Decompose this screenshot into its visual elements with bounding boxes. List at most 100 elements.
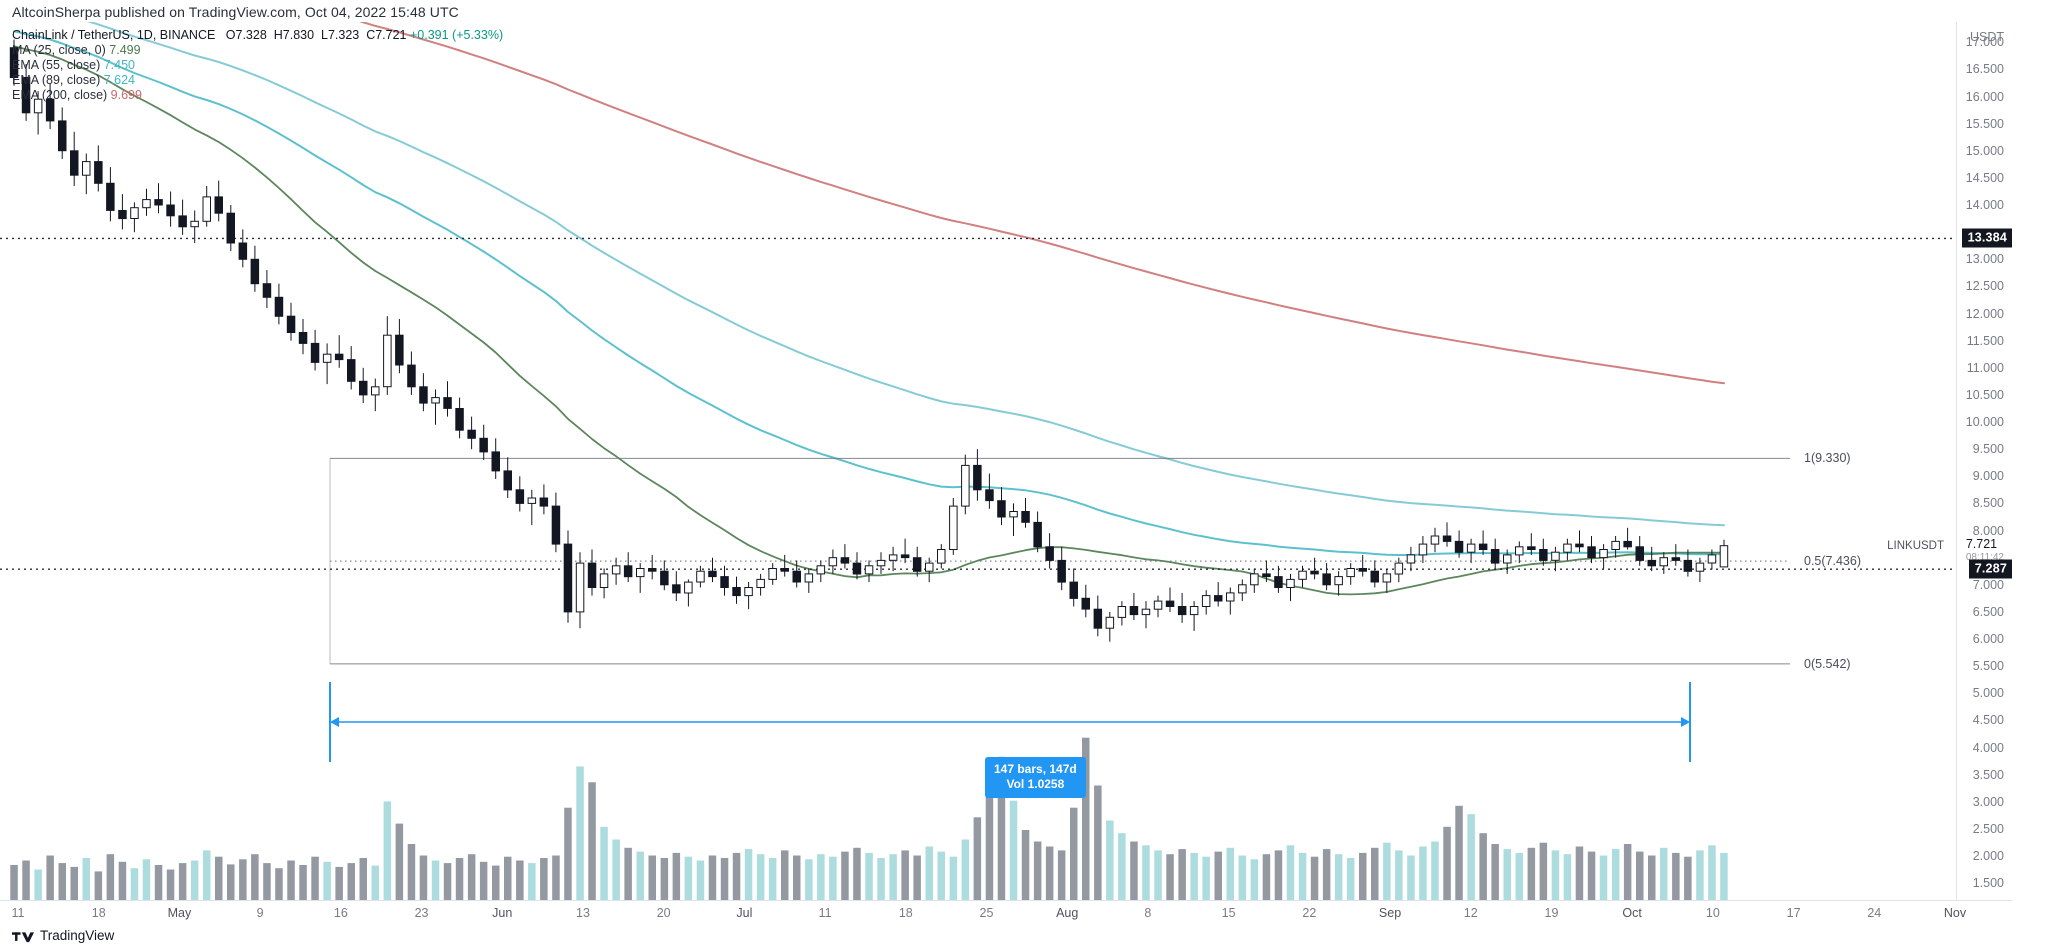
price-tick-17-000: 17.000 [1965,35,2004,50]
time-tick-16: 16 [333,906,348,920]
price-tick-6-000: 6.000 [1972,632,2004,647]
bar-countdown-timer: 08:11:42 [1965,551,2004,563]
price-tick-14-500: 14.500 [1965,170,2004,185]
price-tick-6-500: 6.500 [1972,604,2004,619]
ohlc-close-value: 7.721 [375,28,407,42]
legend-indicator-ema89[interactable]: EMA (89, close) 7.624 [12,73,503,88]
ohlc-low-label: L [321,28,328,42]
live-price-label: 7.721 08:11:42 [1966,537,2004,563]
price-tick-12-500: 12.500 [1965,279,2004,294]
time-tick-19: 19 [1544,906,1559,920]
fib-label-0: 0(5.542) [1804,656,1851,671]
ohlc-high-label: H [273,28,283,42]
time-tick-11: 11 [818,906,832,920]
price-tick-9-500: 9.500 [1972,442,2004,457]
measure-tool-tooltip[interactable]: 147 bars, 147d Vol 1.0258 [985,757,1086,798]
time-tick-sep: Sep [1378,906,1402,920]
ohlc-open-label: O [225,28,236,42]
tradingview-logo-icon [12,931,34,942]
time-tick-23: 23 [414,906,429,920]
time-tick-nov: Nov [1943,906,1967,920]
time-tick-24: 24 [1867,906,1882,920]
legend-change-value: +0.391 (+5.33%) [409,28,504,42]
chart-legend[interactable]: ChainLink / TetherUS, 1D, BINANCE O7.328… [12,28,503,103]
ohlc-high-value: 7.830 [282,28,315,42]
tradingview-brand-text: TradingView [40,928,115,943]
resistance-price-pill: 13.384 [1961,228,2012,248]
price-tick-3-500: 3.500 [1972,767,2004,782]
chart-canvas[interactable] [0,22,2012,900]
price-tick-15-500: 15.500 [1965,116,2004,131]
legend-symbol-title: ChainLink / TetherUS, 1D, BINANCE [12,28,216,42]
price-tick-2-000: 2.000 [1972,849,2004,864]
measure-volume-text: Vol 1.0258 [1006,777,1065,791]
time-tick-oct: Oct [1622,906,1642,920]
attribution-text: AltcoinSherpa published on TradingView.c… [12,4,459,20]
legend-indicator-ema200[interactable]: EMA (200, close) 9.699 [12,88,503,103]
price-tick-12-000: 12.000 [1965,306,2004,321]
time-tick-12: 12 [1463,906,1478,920]
price-tick-11-000: 11.000 [1966,360,2004,375]
indicator-value-ma25: 7.499 [109,43,141,57]
time-tick-17: 17 [1786,906,1801,920]
ohlc-open-value: 7.328 [235,28,267,42]
indicator-value-ema89: 7.624 [103,73,135,87]
price-tick-13-000: 13.000 [1965,252,2004,267]
indicator-value-ema200: 9.699 [110,88,142,102]
time-tick-18: 18 [91,906,106,920]
time-tick-11: 11 [11,906,25,920]
time-tick-15: 15 [1221,906,1236,920]
ohlc-close-label: C [366,28,376,42]
time-tick-18: 18 [898,906,913,920]
legend-symbol-row[interactable]: ChainLink / TetherUS, 1D, BINANCE O7.328… [12,28,503,43]
tradingview-footer[interactable]: TradingView [12,928,114,943]
time-tick-22: 22 [1302,906,1317,920]
indicator-name-ema55: EMA (55, close) [12,58,101,72]
legend-ohlc: O7.328 H7.830 L7.323 C7.721 [219,28,410,42]
legend-indicator-ema55[interactable]: EMA (55, close) 7.450 [12,58,503,73]
time-tick-13: 13 [576,906,590,920]
time-tick-aug: Aug [1056,906,1079,920]
time-tick-may: May [167,906,192,920]
measure-bars-text: 147 bars, 147d [994,762,1077,776]
time-tick-10: 10 [1705,906,1720,920]
indicator-name-ema200: EMA (200, close) [12,88,108,102]
price-chart-svg [0,22,2012,900]
price-tick-8-000: 8.000 [1972,523,2004,538]
price-tick-9-000: 9.000 [1972,469,2004,484]
price-tick-7-000: 7.000 [1972,577,2004,592]
price-tick-1-500: 1.500 [1972,876,2004,891]
price-tick-2-500: 2.500 [1972,821,2004,836]
price-tick-4-000: 4.000 [1972,740,2004,755]
price-tick-16-000: 16.000 [1965,89,2004,104]
price-tick-8-500: 8.500 [1972,496,2004,511]
price-tick-5-500: 5.500 [1972,659,2004,674]
time-tick-20: 20 [656,906,671,920]
current-price-pill: 7.287 [1968,559,2012,579]
price-tick-4-500: 4.500 [1972,713,2004,728]
live-price-value: 7.721 [1965,536,1998,551]
time-tick-8: 8 [1144,906,1152,920]
time-tick-jun: Jun [492,906,513,920]
time-axis[interactable]: 11 18 May 9 16 23 Jun 13 20 Jul 11 18 25 Aug 8 15 22 Sep 1… [0,900,2012,926]
time-tick-9: 9 [256,906,264,920]
indicator-name-ema89: EMA (89, close) [12,73,101,87]
price-tick-16-500: 16.500 [1965,62,2004,77]
price-tick-11-500: 11.500 [1966,333,2004,348]
fib-label-0-5: 0.5(7.436) [1804,554,1861,569]
fib-label-1: 1(9.330) [1804,451,1851,466]
price-axis[interactable]: USDT 13.384 LINKUSDT 7.721 08:11:42 7.28… [1887,22,2048,900]
indicator-value-ema55: 7.450 [103,58,135,72]
price-tick-3-000: 3.000 [1972,794,2004,809]
price-tick-10-500: 10.500 [1965,387,2004,402]
price-tick-14-000: 14.000 [1965,198,2004,213]
time-tick-25: 25 [979,906,994,920]
price-tick-5-000: 5.000 [1972,686,2004,701]
price-tick-10-000: 10.000 [1965,415,2004,430]
time-tick-jul: Jul [736,906,753,920]
indicator-name-ma25: MA (25, close, 0) [12,43,106,57]
price-axis-unit: USDT [1969,30,2004,44]
legend-indicator-ma25[interactable]: MA (25, close, 0) 7.499 [12,43,503,58]
symbol-tag: LINKUSDT [1887,539,1944,552]
price-tick-15-000: 15.000 [1965,143,2004,158]
